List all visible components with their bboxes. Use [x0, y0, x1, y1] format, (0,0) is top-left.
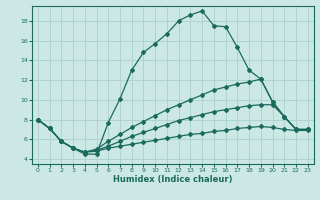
X-axis label: Humidex (Indice chaleur): Humidex (Indice chaleur) — [113, 175, 233, 184]
